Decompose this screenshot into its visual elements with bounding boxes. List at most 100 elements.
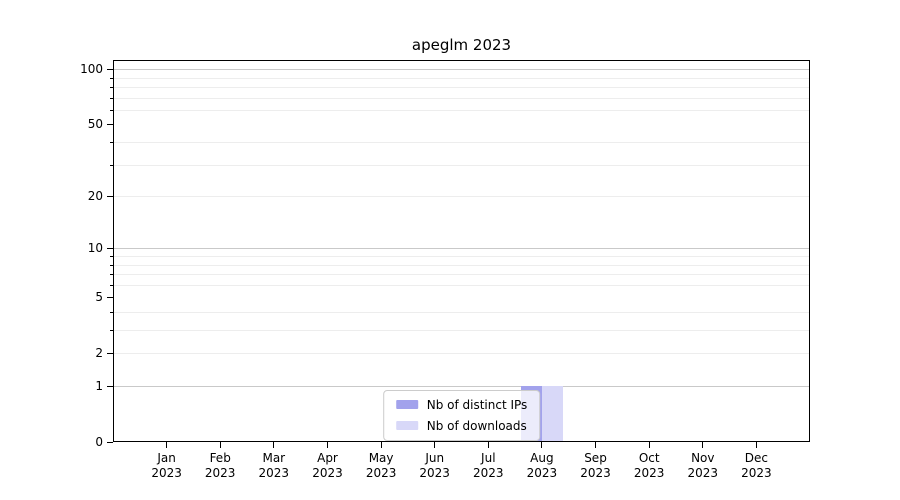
gridline [113,77,810,79]
x-tick-month: Mar [262,451,286,465]
y-tick-mark [107,353,113,355]
gridline [113,274,810,275]
gridline [113,141,810,143]
y-tick-mark [107,386,113,388]
legend-swatch [395,421,418,430]
x-tick-year: 2023 [633,466,665,480]
x-tick-label: Jul 2023 [458,451,518,481]
y-minor-tick-mark [110,330,113,332]
x-tick-label: May 2023 [351,451,411,481]
x-tick-month: Jan [157,451,176,465]
x-tick-label: Feb 2023 [190,451,250,481]
y-tick-label: 20 [87,188,103,203]
axes-spines [113,60,810,442]
x-tick-label: Jan 2023 [137,451,197,481]
x-tick-month: Aug [530,451,554,465]
gridline [113,86,810,88]
y-tick-mark [107,297,113,299]
gridline [113,97,810,99]
x-tick-label: Mar 2023 [244,451,304,481]
x-tick-label: Sep 2023 [566,451,626,481]
legend: Nb of distinct IPs Nb of downloads [382,390,541,441]
y-tick-label: 0 [95,434,103,449]
y-tick-label: 1 [95,378,103,393]
x-tick-month: Sep [584,451,607,465]
x-tick-mark [594,442,597,448]
y-minor-tick-mark [110,109,113,111]
x-tick-mark [166,442,168,448]
gridline [113,196,810,197]
x-tick-mark [541,442,543,448]
gridline [113,311,810,313]
x-tick-month: Jul [481,451,496,465]
x-tick-month: Dec [744,451,768,465]
x-tick-year: 2023 [473,466,504,480]
y-minor-tick-mark [110,141,113,144]
x-tick-mark [487,442,489,448]
x-tick-label: Dec 2023 [726,451,786,481]
y-tick-mark [107,124,113,126]
y-minor-tick-mark [110,255,113,258]
gridline [113,69,810,71]
x-tick-year: 2023 [204,466,236,480]
x-tick-year: 2023 [741,466,772,480]
y-tick-mark [107,196,113,198]
y-minor-tick-mark [110,97,113,99]
gridline [113,330,810,331]
y-minor-tick-mark [110,311,113,314]
legend-item: Nb of downloads [395,415,528,436]
y-minor-tick-mark [110,164,113,166]
legend-label: Nb of distinct IPs [426,397,528,412]
x-tick-month: Nov [691,451,715,465]
x-tick-mark [755,442,757,448]
legend-swatch [395,400,418,409]
gridline [113,109,810,111]
x-tick-month: Jun [425,451,445,465]
x-tick-label: Nov 2023 [673,451,733,481]
x-tick-year: 2023 [687,466,719,480]
gridline [113,164,810,166]
y-minor-tick-mark [110,77,113,79]
x-tick-month: May [368,451,394,465]
y-tick-label: 5 [95,289,103,304]
y-minor-tick-mark [110,86,113,89]
x-tick-mark [702,442,704,448]
y-tick-mark [107,442,113,444]
y-tick-label: 2 [95,345,103,360]
bar-downloads [541,386,564,442]
x-tick-year: 2023 [526,466,558,480]
x-tick-mark [648,442,650,448]
gridline [113,264,810,266]
x-tick-label: Apr 2023 [298,451,358,481]
chart-title: apeglm 2023 [411,36,512,54]
y-tick-label: 50 [87,116,103,131]
x-tick-label: Aug 2023 [512,451,572,481]
gridline [113,284,810,286]
x-tick-mark [434,442,436,448]
x-tick-label: Oct 2023 [619,451,679,481]
y-tick-mark [107,248,113,250]
gridline [113,248,810,250]
x-tick-year: 2023 [151,466,182,480]
y-minor-tick-mark [110,264,113,266]
x-tick-month: Oct [638,451,660,465]
y-tick-label: 100 [80,61,103,76]
x-tick-year: 2023 [365,466,397,480]
legend-label: Nb of downloads [426,418,527,433]
y-minor-tick-mark [110,284,113,286]
x-tick-mark [380,442,382,448]
legend-item: Nb of distinct IPs [395,394,528,415]
x-tick-month: Feb [209,451,231,465]
x-tick-mark [326,442,329,448]
x-tick-month: Apr [317,451,338,465]
x-tick-label: Jun 2023 [405,451,465,481]
x-tick-year: 2023 [580,466,611,480]
x-tick-year: 2023 [419,466,450,480]
y-minor-tick-mark [110,274,113,276]
gridline [113,353,810,355]
plot-area: Nb of distinct IPs Nb of downloads [113,60,810,442]
gridline [113,386,810,387]
gridline [113,255,810,257]
x-tick-year: 2023 [312,466,343,480]
